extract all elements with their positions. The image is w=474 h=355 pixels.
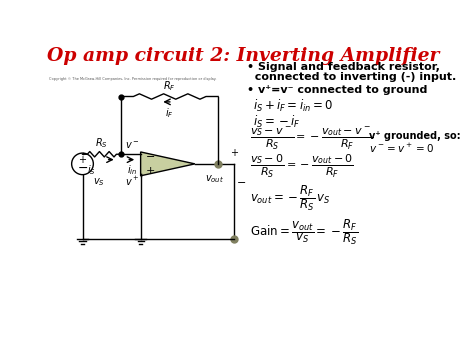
Text: • Signal and feedback resistor,: • Signal and feedback resistor, xyxy=(247,62,440,72)
Text: connected to inverting (-) input.: connected to inverting (-) input. xyxy=(247,72,456,82)
Text: $i_F$: $i_F$ xyxy=(165,106,174,120)
Text: $v^+$: $v^+$ xyxy=(125,175,139,188)
Text: $\dfrac{v_S - v^-}{R_S} = -\dfrac{v_{out} - v^-}{R_F}$: $\dfrac{v_S - v^-}{R_S} = -\dfrac{v_{out… xyxy=(250,126,373,152)
Text: $v_{out}$: $v_{out}$ xyxy=(205,173,224,185)
Text: $v_S$: $v_S$ xyxy=(92,176,104,188)
Text: +: + xyxy=(79,155,86,165)
Text: $v_{out} = -\dfrac{R_F}{R_S}\,v_S$: $v_{out} = -\dfrac{R_F}{R_S}\,v_S$ xyxy=(250,184,330,213)
Text: $v^- = v^+ = 0$: $v^- = v^+ = 0$ xyxy=(369,142,434,155)
Text: −: − xyxy=(146,152,155,162)
Text: $R_S$: $R_S$ xyxy=(95,137,108,151)
Text: $i_S$: $i_S$ xyxy=(87,164,96,177)
Text: $i_S + i_F = i_{in} = 0$: $i_S + i_F = i_{in} = 0$ xyxy=(253,98,333,114)
Text: v⁺ grounded, so:: v⁺ grounded, so: xyxy=(369,131,461,141)
Text: $i_S = -i_F$: $i_S = -i_F$ xyxy=(253,114,301,130)
Text: −: − xyxy=(237,178,246,188)
Text: • v⁺=v⁻ connected to ground: • v⁺=v⁻ connected to ground xyxy=(247,85,427,95)
Text: $v^-$: $v^-$ xyxy=(125,140,139,151)
Text: $R_F$: $R_F$ xyxy=(164,79,176,93)
Text: $\dfrac{v_S - 0}{R_S} = -\dfrac{v_{out} - 0}{R_F}$: $\dfrac{v_S - 0}{R_S} = -\dfrac{v_{out} … xyxy=(250,153,354,180)
Text: +: + xyxy=(146,166,155,176)
Text: Op amp circuit 2: Inverting Amplifier: Op amp circuit 2: Inverting Amplifier xyxy=(47,47,439,65)
Text: $\mathrm{Gain} = \dfrac{v_{out}}{v_S} = -\dfrac{R_F}{R_S}$: $\mathrm{Gain} = \dfrac{v_{out}}{v_S} = … xyxy=(250,217,358,247)
Text: −: − xyxy=(77,162,88,175)
Text: $i_{in}$: $i_{in}$ xyxy=(128,164,138,177)
Text: +: + xyxy=(229,148,237,158)
Text: Copyright © The McGraw-Hill Companies, Inc. Permission required for reproduction: Copyright © The McGraw-Hill Companies, I… xyxy=(49,77,217,81)
Polygon shape xyxy=(141,152,195,176)
